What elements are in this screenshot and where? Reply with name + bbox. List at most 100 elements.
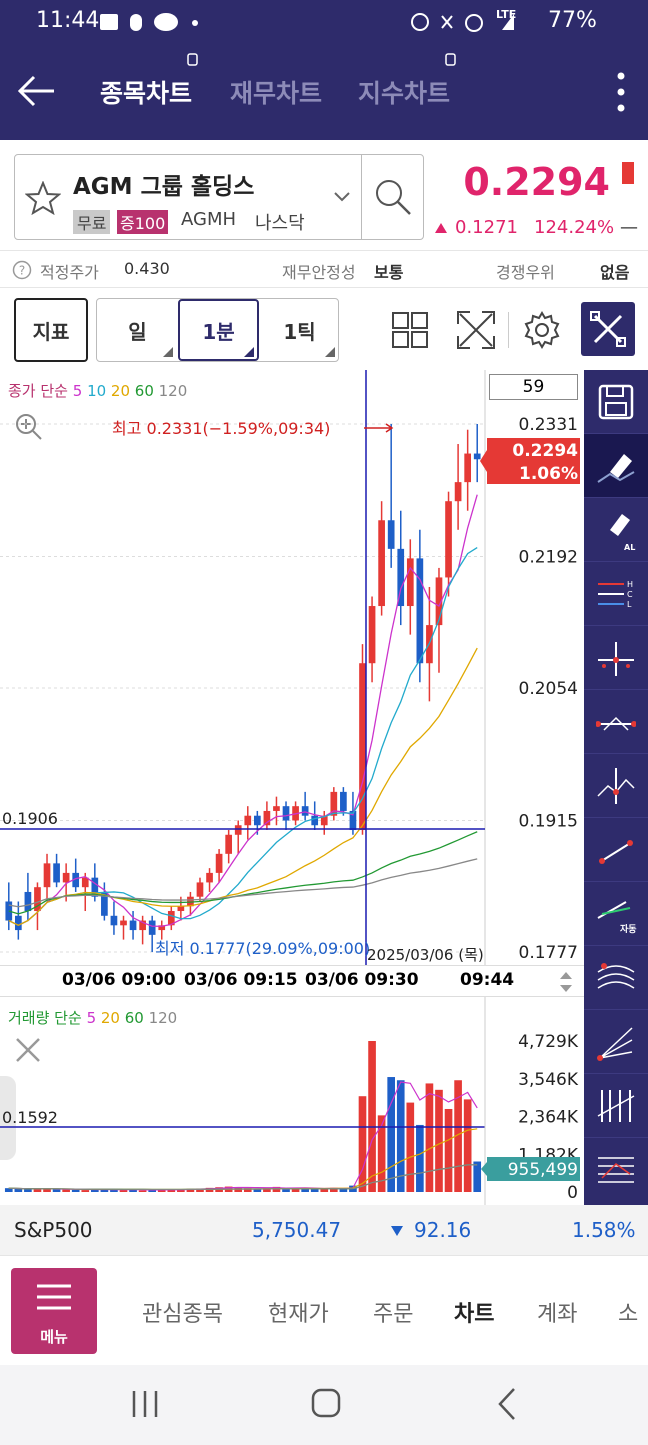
drawing-tools-button[interactable] xyxy=(581,302,635,356)
candle-body xyxy=(215,853,223,873)
vertical-line-button[interactable] xyxy=(584,754,648,818)
volume-bar xyxy=(377,1115,386,1192)
volume-hline-label: 0.1592 xyxy=(2,1108,58,1127)
tab-index-chart[interactable]: 지수차트 xyxy=(358,79,451,108)
ma-period-label: 10 xyxy=(82,382,107,400)
nav-watchlist[interactable]: 관심종목 xyxy=(142,1302,223,1327)
nav-order[interactable]: 주문 xyxy=(373,1302,414,1327)
more-vert-icon[interactable] xyxy=(614,70,628,114)
index-ticker-bar[interactable]: S&P500 5,750.47 92.16 1.58% xyxy=(0,1205,648,1255)
price-tag-pct: 1.06% xyxy=(519,464,578,484)
candle xyxy=(120,915,127,940)
compete-label: 경쟁우위 xyxy=(496,263,555,282)
period-lines-button[interactable] xyxy=(584,1074,648,1138)
volume-bar xyxy=(243,1188,252,1192)
candle xyxy=(139,915,146,945)
candle-body xyxy=(282,806,290,821)
stock-name: AGM 그룹 홀딩스 xyxy=(73,174,255,200)
volume-bar xyxy=(186,1188,195,1192)
time-axis[interactable]: 03/06 09:00 03/06 09:15 03/06 09:30 09:4… xyxy=(0,965,584,997)
nav-more[interactable]: 소 xyxy=(618,1302,639,1327)
auto-trend-button[interactable]: 자동 xyxy=(584,882,648,946)
stock-selector[interactable]: AGM 그룹 홀딩스 무료 증100 AGMH 나스닥 xyxy=(14,154,424,240)
side-drawer-handle[interactable] xyxy=(0,1076,16,1160)
badge-margin: 증100 xyxy=(117,210,169,234)
recent-apps-icon[interactable] xyxy=(130,1389,160,1419)
index-value: 5,750.47 xyxy=(252,1218,342,1242)
candle-count-box[interactable]: 59 xyxy=(489,374,578,400)
period-selector: 일 1분 1틱 xyxy=(96,298,339,362)
cross-line-button[interactable] xyxy=(584,626,648,690)
y-tick-label: 0.2331 xyxy=(519,415,578,435)
fan-tool-button[interactable] xyxy=(584,1010,648,1074)
volume-bar xyxy=(339,1188,348,1192)
candle-body xyxy=(167,911,175,926)
volume-bar xyxy=(416,1124,424,1192)
y-tick-label: 0.1777 xyxy=(519,943,578,963)
candle xyxy=(244,806,252,840)
index-name: S&P500 xyxy=(14,1218,93,1242)
candle-body xyxy=(387,520,395,549)
star-icon[interactable] xyxy=(25,181,61,215)
nav-chart[interactable]: 차트 xyxy=(454,1302,495,1327)
candle-body xyxy=(101,891,108,916)
chevron-down-icon[interactable] xyxy=(333,191,351,203)
candle xyxy=(263,801,271,831)
price-chart[interactable]: 0.1906 최고 0.2331(−1.59%,09:34) 최저 0.1777… xyxy=(0,370,584,970)
candle xyxy=(378,501,385,616)
volume-y-tick-label: 4,729K xyxy=(518,1032,579,1052)
period-day[interactable]: 일 xyxy=(128,319,147,344)
scroll-arrows-icon[interactable] xyxy=(558,970,574,994)
gear-icon[interactable] xyxy=(522,310,562,350)
candle xyxy=(473,424,481,483)
tab-stock-chart[interactable]: 종목차트 xyxy=(100,79,193,108)
candle-body xyxy=(187,896,194,907)
layout-grid-icon[interactable] xyxy=(392,312,428,348)
candle xyxy=(330,787,338,821)
period-1tick[interactable]: 1틱 xyxy=(283,319,316,344)
dropdown-corner-icon xyxy=(163,347,173,357)
nav-quote[interactable]: 현재가 xyxy=(268,1302,329,1327)
volume-bar xyxy=(310,1189,319,1192)
volume-bar xyxy=(177,1189,185,1192)
chart-area[interactable]: 종가 단순 5 10 20 60 120 59 0.1906 최고 0.2331… xyxy=(0,370,584,1205)
menu-button[interactable]: 메뉴 xyxy=(11,1268,97,1354)
price-change-pct: 124.24% xyxy=(534,217,615,238)
save-button[interactable] xyxy=(584,370,648,434)
back-arrow-icon[interactable] xyxy=(16,74,56,108)
volume-bar xyxy=(396,1080,405,1192)
candle xyxy=(148,915,156,952)
chart-toolbar: 지표 일 1분 1틱 xyxy=(0,288,648,370)
indicator-button[interactable]: 지표 xyxy=(14,298,88,362)
fullscreen-icon[interactable] xyxy=(456,310,496,350)
search-icon[interactable] xyxy=(373,177,413,217)
candle-body xyxy=(368,606,376,664)
ma-period-label: 60 xyxy=(130,382,154,400)
back-icon[interactable] xyxy=(496,1387,520,1421)
help-icon[interactable]: ? xyxy=(12,260,32,280)
home-icon[interactable] xyxy=(310,1387,342,1419)
tab-financial-chart[interactable]: 재무차트 xyxy=(230,79,323,108)
volume-ma-prefix: 거래량 단순 xyxy=(8,1009,82,1027)
erase-all-button[interactable]: ALL xyxy=(584,498,648,562)
price-tag-pointer xyxy=(480,450,487,472)
channel-lines-button[interactable] xyxy=(584,1138,648,1202)
fair-price-value: 0.430 xyxy=(124,259,170,278)
eraser-button[interactable] xyxy=(584,434,648,498)
arc-icon xyxy=(597,962,635,989)
horizontal-line-button[interactable] xyxy=(584,690,648,754)
arc-tool-button[interactable] xyxy=(584,946,648,1010)
index-change-pct: 1.58% xyxy=(572,1218,636,1242)
nav-account[interactable]: 계좌 xyxy=(537,1302,578,1327)
close-icon[interactable] xyxy=(14,1036,42,1064)
svg-text:?: ? xyxy=(19,264,25,278)
trend-line-button[interactable] xyxy=(584,818,648,882)
volume-bar xyxy=(454,1080,462,1192)
volume-bar xyxy=(463,1099,472,1192)
period-1min[interactable]: 1분 xyxy=(178,299,259,361)
hcl-lines-icon: HCL xyxy=(598,580,633,609)
candle-body xyxy=(397,548,405,607)
candle-body xyxy=(263,810,271,826)
